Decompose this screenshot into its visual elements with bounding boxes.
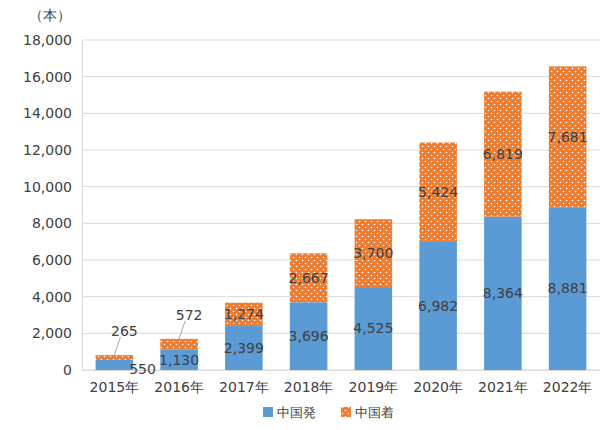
data-label: 6,819 bbox=[483, 146, 523, 162]
x-axis: 2015年 2016年 2017年 2018年 2019年 2020年 2021年 2022年 bbox=[83, 370, 601, 395]
y-tick: 0 bbox=[63, 362, 82, 378]
bars bbox=[96, 66, 587, 370]
x-tick-label: 2016年 bbox=[154, 379, 204, 395]
grid-line bbox=[82, 223, 600, 224]
data-label: 4,525 bbox=[353, 320, 393, 336]
legend-label: 中国着 bbox=[355, 405, 394, 420]
grid bbox=[82, 40, 600, 370]
x-tick-label: 2015年 bbox=[90, 379, 140, 395]
grid-line bbox=[82, 40, 600, 41]
data-label: 2,399 bbox=[224, 340, 264, 356]
data-label: 8,881 bbox=[548, 280, 588, 296]
y-axis-title: （本） bbox=[29, 7, 71, 23]
y-tick-label: 16,000 bbox=[23, 69, 72, 85]
data-label: 572 bbox=[176, 307, 203, 323]
bar bbox=[160, 339, 198, 349]
y-tick: 12,000 bbox=[23, 142, 82, 158]
data-label: 1,130 bbox=[159, 352, 199, 368]
y-tick: 2,000 bbox=[32, 325, 82, 341]
legend-item: 中国着 bbox=[341, 405, 394, 420]
y-tick-label: 14,000 bbox=[23, 105, 72, 121]
bar bbox=[96, 360, 134, 370]
legend-label: 中国発 bbox=[277, 405, 316, 420]
grid-line bbox=[82, 260, 600, 261]
y-tick: 6,000 bbox=[32, 252, 82, 268]
x-tick-label: 2017年 bbox=[219, 379, 269, 395]
y-tick-label: 0 bbox=[63, 362, 72, 378]
x-tick-label: 2019年 bbox=[349, 379, 399, 395]
data-label: 7,681 bbox=[548, 129, 588, 145]
x-tick: 2018年 bbox=[284, 370, 334, 395]
x-tick-label: 2018年 bbox=[284, 379, 334, 395]
x-tick-label: 2022年 bbox=[543, 379, 593, 395]
legend: 中国発 中国着 bbox=[263, 405, 394, 420]
y-tick-label: 4,000 bbox=[32, 289, 72, 305]
bar bbox=[96, 355, 134, 360]
x-tick: 2021年 bbox=[478, 370, 528, 395]
chart: 0 2,000 4,000 6,000 8,000 10,000 12,000 14,000 1… bbox=[0, 0, 614, 430]
data-label: 3,696 bbox=[289, 328, 329, 344]
x-axis-line bbox=[83, 370, 601, 371]
data-label: 3,700 bbox=[353, 245, 393, 261]
data-label: 8,364 bbox=[483, 285, 523, 301]
y-tick: 18,000 bbox=[23, 32, 82, 48]
y-tick: 4,000 bbox=[32, 289, 82, 305]
data-label: 6,982 bbox=[418, 298, 458, 314]
y-axis: 0 2,000 4,000 6,000 8,000 10,000 12,000 14,000 1… bbox=[23, 32, 83, 378]
legend-swatch bbox=[263, 407, 273, 417]
grid-line bbox=[82, 186, 600, 187]
grid-line bbox=[82, 333, 600, 334]
y-tick-label: 8,000 bbox=[32, 215, 72, 231]
plot: 0 2,000 4,000 6,000 8,000 10,000 12,000 14,000 1… bbox=[23, 32, 601, 395]
y-axis-line bbox=[82, 41, 83, 371]
data-label: 550 bbox=[129, 361, 156, 377]
data-labels: 5501,130 2,399 3,696 4,525 6,982 8,364 8,881 26… bbox=[111, 129, 588, 377]
y-tick-label: 2,000 bbox=[32, 325, 72, 341]
x-tick-label: 2021年 bbox=[478, 379, 528, 395]
legend-item: 中国発 bbox=[263, 405, 316, 420]
x-tick-label: 2020年 bbox=[413, 379, 463, 395]
x-tick: 2019年 bbox=[349, 370, 399, 395]
y-tick-label: 10,000 bbox=[23, 179, 72, 195]
y-tick-label: 12,000 bbox=[23, 142, 72, 158]
y-tick-label: 6,000 bbox=[32, 252, 72, 268]
y-tick: 10,000 bbox=[23, 179, 82, 195]
x-tick: 2020年 bbox=[413, 370, 463, 395]
legend-swatch bbox=[341, 407, 351, 417]
grid-line bbox=[82, 370, 600, 371]
x-tick: 2017年 bbox=[219, 370, 269, 395]
y-tick: 14,000 bbox=[23, 105, 82, 121]
leader-line bbox=[179, 321, 185, 339]
y-tick: 8,000 bbox=[32, 215, 82, 231]
data-label: 265 bbox=[111, 323, 138, 339]
data-label: 2,667 bbox=[289, 270, 329, 286]
grid-line bbox=[82, 113, 600, 114]
y-tick-label: 18,000 bbox=[23, 32, 72, 48]
leader-line bbox=[114, 337, 120, 355]
data-label: 5,424 bbox=[418, 184, 458, 200]
data-label: 1,274 bbox=[224, 306, 264, 322]
x-tick: 2016年 bbox=[154, 370, 204, 395]
y-tick: 16,000 bbox=[23, 69, 82, 85]
grid-line bbox=[82, 76, 600, 77]
x-tick: 2022年 bbox=[543, 370, 593, 395]
